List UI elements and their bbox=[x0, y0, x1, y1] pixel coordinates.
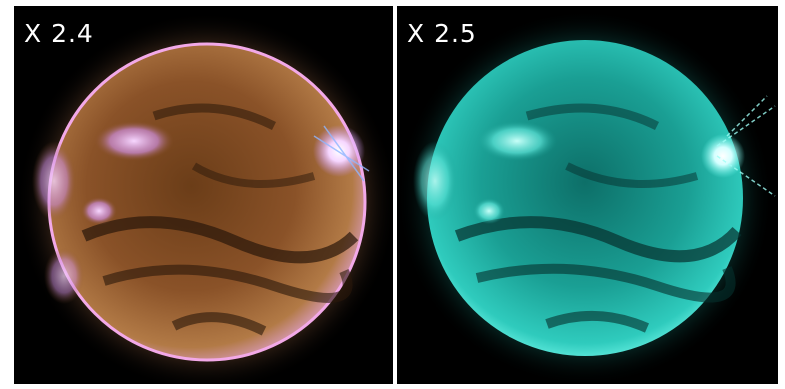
sun-panel-left: X 2.4 bbox=[14, 6, 393, 384]
panel-label-left: X 2.4 bbox=[24, 19, 94, 48]
panel-divider bbox=[393, 6, 397, 384]
sun-image-right: X 2.5 bbox=[397, 10, 776, 384]
panel-label-right: X 2.5 bbox=[407, 19, 477, 48]
sun-image-left: X 2.4 bbox=[17, 12, 393, 384]
sun-panel-right: X 2.5 bbox=[397, 6, 778, 384]
